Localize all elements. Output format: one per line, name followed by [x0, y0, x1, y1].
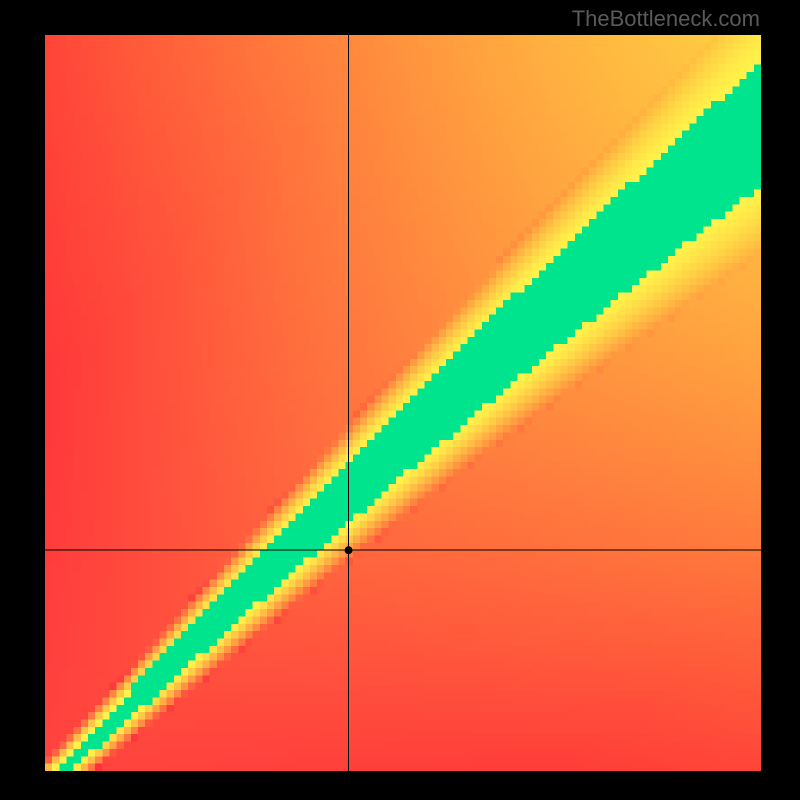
bottleneck-heatmap	[45, 35, 761, 771]
stage: TheBottleneck.com	[0, 0, 800, 800]
watermark-text: TheBottleneck.com	[572, 6, 760, 32]
